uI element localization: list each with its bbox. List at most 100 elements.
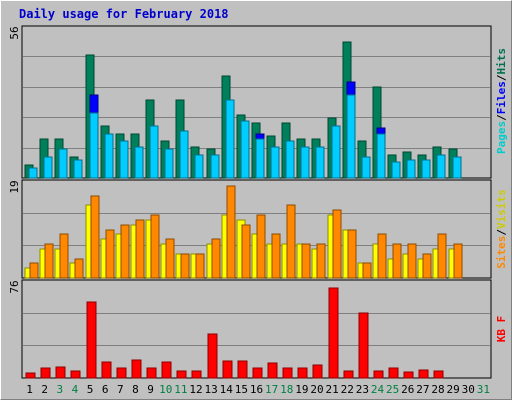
legend---0-3: / [495,74,508,81]
bar-pages-day-9 [149,125,159,179]
bar-pages-day-25 [391,161,401,179]
bar-pages-day-12 [194,154,204,179]
bar-sites-day-18 [286,204,296,279]
bar-kb-f-day-1 [25,372,36,379]
bar-sites-day-2 [44,243,54,279]
bar-pages-day-20 [315,146,325,179]
bar-kb-f-day-26 [403,371,414,379]
legend-kb-f-2-0: KB F [495,316,508,343]
bar-kb-f-day-10 [161,361,172,379]
bar-sites-day-11 [180,253,190,279]
x-tick-label-12: 12 [189,383,202,396]
x-tick-label-5: 5 [87,383,94,396]
panel-volume-border [21,279,492,379]
bar-pages-day-26 [406,159,416,179]
panel-visits-legend: Sites/Visits [495,189,508,269]
x-tick-label-1: 1 [26,383,33,396]
bar-kb-f-day-14 [222,360,233,379]
bar-sites-day-14 [226,185,236,279]
x-tick-label-17: 17 [265,383,278,396]
bar-sites-day-12 [195,253,205,279]
panel-visits-ymax-label: 19 [8,180,21,193]
x-tick-label-8: 8 [132,383,139,396]
bar-pages-day-23 [361,156,371,179]
legend-visits-1-2: Visits [495,189,508,229]
bar-kb-f-day-23 [358,312,369,379]
bar-sites-day-25 [392,243,402,279]
bar-kb-f-day-18 [282,367,293,379]
bar-sites-day-10 [165,238,175,279]
x-tick-label-18: 18 [280,383,293,396]
x-tick-label-7: 7 [117,383,124,396]
legend-hits-0-4: Hits [495,48,508,75]
x-tick-label-28: 28 [431,383,444,396]
bar-pages-day-17 [270,146,280,179]
bar-pages-day-8 [134,146,144,179]
bar-sites-day-28 [437,233,447,279]
bar-kb-f-day-24 [373,370,384,379]
bar-kb-f-day-12 [191,370,202,379]
x-tick-label-2: 2 [41,383,48,396]
bar-sites-day-1 [29,262,39,279]
bar-kb-f-day-15 [237,360,248,379]
bar-sites-day-26 [407,243,417,279]
bar-kb-f-day-6 [101,361,112,379]
legend-pages-0-0: Pages [495,121,508,154]
bar-pages-day-22 [346,94,356,179]
bar-kb-f-day-19 [297,367,308,379]
bar-kb-f-day-28 [433,370,444,379]
panel-volume-legend: KB F [495,316,508,343]
bar-kb-f-day-5 [86,301,97,379]
bar-sites-day-19 [301,243,311,279]
bar-sites-day-21 [332,209,342,279]
x-tick-label-21: 21 [326,383,339,396]
panel-traffic: 56 Pages/Files/Hits [8,25,508,179]
x-tick-label-30: 30 [462,383,475,396]
bar-sites-day-13 [211,238,221,279]
x-tick-label-14: 14 [220,383,234,396]
x-tick-label-9: 9 [147,383,154,396]
x-tick-label-20: 20 [310,383,323,396]
bar-kb-f-day-3 [55,366,66,379]
bar-pages-day-27 [421,159,431,179]
bar-sites-day-6 [105,229,115,279]
bar-pages-day-18 [285,140,295,179]
bar-pages-day-19 [300,146,310,179]
x-tick-label-4: 4 [72,383,79,396]
panel-volume-ymax-label: 76 [8,280,21,293]
panel-visits: 19 Sites/Visits [8,179,508,279]
bar-pages-day-6 [104,133,114,179]
bar-kb-f-day-11 [176,370,187,379]
bar-kb-f-day-9 [146,367,157,379]
x-tick-label-25: 25 [386,383,399,396]
bar-pages-day-24 [376,133,386,179]
bar-sites-day-24 [377,233,387,279]
x-tick-label-10: 10 [159,383,172,396]
chart-title: Daily usage for February 2018 [19,7,229,21]
panel-traffic-legend: Pages/Files/Hits [495,48,508,154]
x-tick-label-23: 23 [356,383,369,396]
bar-sites-day-16 [256,214,266,279]
bar-kb-f-day-22 [343,370,354,379]
bar-sites-day-9 [150,214,160,279]
x-tick-label-15: 15 [235,383,248,396]
bar-kb-f-day-17 [267,362,278,379]
panel-traffic-ymax-label: 56 [8,26,21,39]
bar-pages-day-7 [119,140,129,179]
bar-sites-day-4 [74,258,84,279]
legend---0-1: / [495,114,508,121]
x-tick-label-3: 3 [57,383,64,396]
bar-pages-day-4 [73,159,83,179]
bar-kb-f-day-13 [207,333,218,379]
bar-kb-f-day-16 [252,367,263,379]
bar-sites-day-20 [316,243,326,279]
bar-sites-day-15 [241,224,251,279]
bar-sites-day-3 [59,233,69,279]
bar-pages-day-3 [58,148,68,179]
x-tick-label-22: 22 [341,383,354,396]
x-tick-label-27: 27 [416,383,429,396]
bar-kb-f-day-27 [418,369,429,379]
bar-kb-f-day-8 [131,359,142,379]
bar-kb-f-day-7 [116,367,127,379]
